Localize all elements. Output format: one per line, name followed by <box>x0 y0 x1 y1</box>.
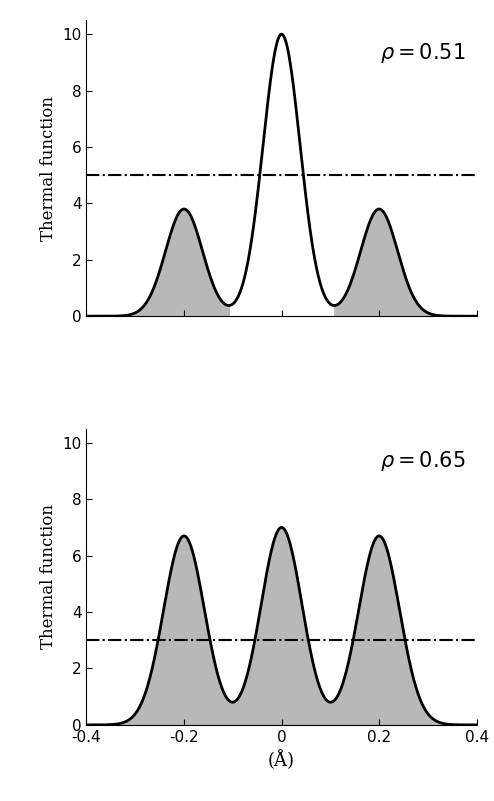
Text: $\rho = 0.65$: $\rho = 0.65$ <box>379 449 465 473</box>
Y-axis label: Thermal function: Thermal function <box>40 95 57 240</box>
Text: $\rho = 0.51$: $\rho = 0.51$ <box>379 41 465 65</box>
X-axis label: (Å): (Å) <box>268 751 295 771</box>
Y-axis label: Thermal function: Thermal function <box>40 505 57 650</box>
